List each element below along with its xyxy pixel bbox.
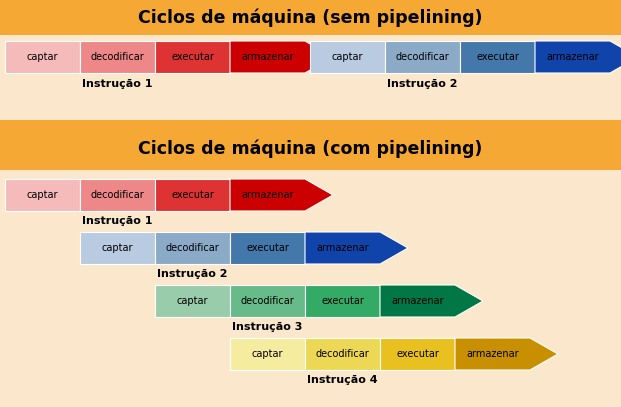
Bar (155, 232, 230, 264)
Bar (80, 41, 155, 73)
Text: executar: executar (476, 52, 519, 62)
Text: armazenar: armazenar (316, 243, 369, 253)
Text: Ciclos de máquina (sem pipelining): Ciclos de máquina (sem pipelining) (138, 8, 483, 27)
Bar (0, 128, 621, 170)
Polygon shape (380, 285, 483, 317)
Text: Instrução 4: Instrução 4 (307, 375, 378, 385)
Bar (310, 41, 385, 73)
Text: decodificar: decodificar (315, 349, 369, 359)
Bar (230, 232, 305, 264)
Text: decodificar: decodificar (240, 296, 294, 306)
Polygon shape (535, 41, 621, 73)
Polygon shape (230, 41, 333, 73)
Text: decodificar: decodificar (91, 190, 144, 200)
Text: executar: executar (246, 243, 289, 253)
Text: Instrução 2: Instrução 2 (157, 269, 228, 279)
Text: Instrução 1: Instrução 1 (82, 79, 153, 89)
Bar (80, 232, 155, 264)
Text: armazenar: armazenar (241, 190, 294, 200)
Text: executar: executar (396, 349, 439, 359)
Bar (230, 338, 305, 370)
Text: captar: captar (177, 296, 208, 306)
Text: executar: executar (171, 190, 214, 200)
Bar (5, 41, 80, 73)
Text: armazenar: armazenar (391, 296, 444, 306)
Text: armazenar: armazenar (241, 52, 294, 62)
Bar (0, 35, 621, 120)
Text: Ciclos de máquina (com pipelining): Ciclos de máquina (com pipelining) (138, 140, 483, 158)
Bar (5, 179, 80, 211)
Bar (305, 338, 380, 370)
Polygon shape (305, 232, 408, 264)
Text: captar: captar (27, 190, 58, 200)
Polygon shape (455, 338, 558, 370)
Text: captar: captar (102, 243, 134, 253)
Bar (0, 0, 621, 35)
Text: captar: captar (27, 52, 58, 62)
Text: decodificar: decodificar (396, 52, 450, 62)
Text: Instrução 1: Instrução 1 (82, 216, 153, 226)
Text: Instrução 2: Instrução 2 (388, 79, 458, 89)
Bar (155, 41, 230, 73)
Bar (155, 179, 230, 211)
Bar (80, 179, 155, 211)
Bar (305, 285, 380, 317)
Text: executar: executar (321, 296, 364, 306)
Text: armazenar: armazenar (466, 349, 519, 359)
Text: captar: captar (332, 52, 363, 62)
Text: armazenar: armazenar (546, 52, 599, 62)
Bar (0, 120, 621, 128)
Bar (385, 41, 460, 73)
Text: decodificar: decodificar (166, 243, 219, 253)
Bar (155, 285, 230, 317)
Text: executar: executar (171, 52, 214, 62)
Bar (0, 170, 621, 407)
Bar (380, 338, 455, 370)
Text: decodificar: decodificar (91, 52, 144, 62)
Bar (460, 41, 535, 73)
Bar (230, 285, 305, 317)
Text: Instrução 3: Instrução 3 (232, 322, 302, 332)
Polygon shape (230, 179, 333, 211)
Text: captar: captar (252, 349, 283, 359)
